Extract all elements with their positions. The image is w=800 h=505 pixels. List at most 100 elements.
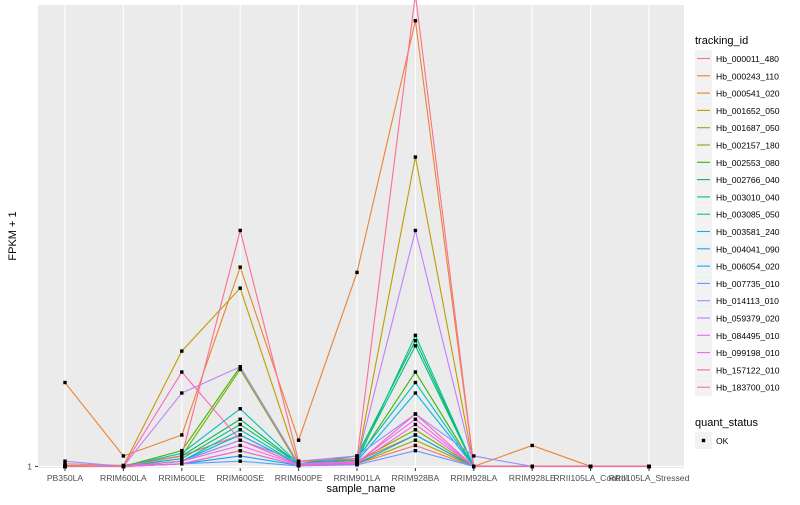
data-point [180,456,184,461]
legend-label: Hb_002553_080 [716,158,780,168]
data-point [180,370,184,374]
x-tick-label: RRIM928BA [392,473,440,483]
data-point [413,19,418,23]
legend-label: Hb_157122_010 [716,365,780,375]
data-point [238,228,242,233]
x-tick-label: RRII105LA_Stressed [609,473,690,483]
legend-label: Hb_003085_050 [716,210,780,220]
data-point [180,462,184,466]
data-point [180,448,184,453]
x-axis-title: sample_name [326,483,395,495]
legend-point-key [701,438,706,443]
x-tick-label: RRIM600PE [275,473,323,483]
data-point [355,270,359,275]
data-point [413,155,418,159]
data-point [413,380,418,385]
legend-title: tracking_id [695,35,748,47]
data-point [413,333,418,338]
data-point [530,443,534,448]
data-point [238,417,242,421]
data-point [238,459,242,463]
data-point [180,433,184,437]
data-point [296,438,301,442]
data-point [238,407,242,411]
data-point [180,391,184,395]
data-point [180,459,184,463]
legend-label: Hb_001652_050 [716,106,780,116]
data-point [413,370,418,374]
data-point [413,417,418,421]
legend: tracking_id Hb_000011_480 Hb_000243_110 Hb_… [695,35,780,449]
data-point [413,412,418,416]
data-point [413,228,418,233]
data-point [413,438,418,442]
data-point [472,454,476,458]
data-point [63,380,67,385]
legend-label: Hb_000243_110 [716,71,779,81]
legend-label: Hb_003010_040 [716,192,780,202]
data-point [413,344,418,348]
legend-label: Hb_000541_020 [716,89,780,99]
data-point [180,349,184,353]
legend-label: Hb_007735_010 [716,279,780,289]
data-point [180,451,184,456]
x-tick-label: RRIM600LE [158,473,205,483]
data-point [296,463,301,467]
legend-label: Hb_000011_480 [716,54,779,64]
legend-label: Hb_002157_180 [716,141,780,151]
data-point [238,365,242,369]
data-point [238,428,242,432]
legend-label: Hb_006054_020 [716,262,780,272]
y-tick-label: 1 [27,461,32,471]
legend-label: Hb_183700_010 [716,383,780,393]
grid-layer [38,5,684,468]
data-point [180,454,184,458]
data-point [588,464,593,469]
data-point [355,454,359,458]
panel-background [38,5,684,468]
x-tick-label: RRIM928LE [509,473,556,483]
legend-label: Hb_004041_090 [716,244,780,254]
data-point [121,454,126,458]
data-point [413,443,418,448]
legend-label: Hb_003581_240 [716,227,780,237]
data-point [63,459,67,463]
y-axis-title: FPKM + 1 [7,211,19,260]
data-point [238,367,242,372]
legend-label: Hb_001687_050 [716,123,780,133]
data-point [413,433,418,437]
data-point [413,391,418,395]
legend-label: Hb_014113_010 [716,296,779,306]
data-point [355,461,359,465]
data-point [413,422,418,427]
x-tick-label: RRIM928LA [450,473,497,483]
points-layer [63,19,651,469]
x-tick-label: PB350LA [47,473,84,483]
x-tick-label: RRIM901LA [334,473,381,483]
legend-label: OK [716,436,729,446]
legend-label: Hb_002766_040 [716,175,780,185]
data-point [413,448,418,453]
data-point [238,443,242,448]
data-point [647,464,651,469]
legend-title-quant-status: quant_status [695,417,758,429]
data-point [238,422,242,427]
x-tick-label: RRII105LA_Control [553,473,628,483]
data-point [63,464,67,469]
axis-layer: PB350LA RRIM600LA RRIM600LE RRIM600SE RRIM60… [27,461,689,483]
data-point [296,459,301,463]
legend-label: Hb_099198_010 [716,348,780,358]
data-point [413,338,418,343]
data-point [355,456,359,461]
data-point [238,454,242,458]
x-tick-label: RRIM600SE [216,473,264,483]
x-tick-label: RRIM600LA [100,473,147,483]
legend-label: Hb_084495_010 [716,331,780,341]
data-point [472,464,476,469]
data-point [238,433,242,437]
data-point [238,448,242,453]
legend-label: Hb_059379_020 [716,314,780,324]
data-point [413,428,418,432]
data-point [238,438,242,442]
